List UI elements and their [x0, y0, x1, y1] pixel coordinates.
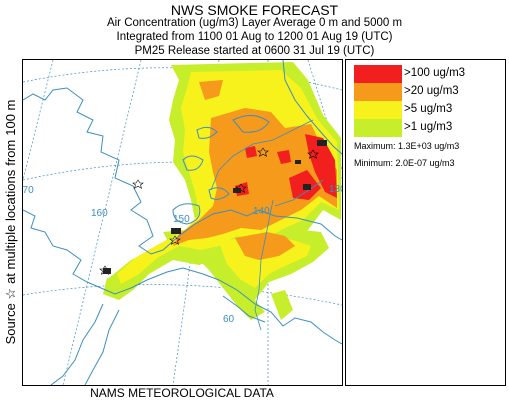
source-label: Source ☆ — [3, 287, 18, 345]
coastline — [23, 60, 342, 385]
legend-minimum: Minimum: 2.0E-07 ug/m3 — [354, 158, 455, 168]
legend-swatch-gt20 — [354, 83, 402, 101]
forecast-title: NWS SMOKE FORECAST — [170, 2, 339, 18]
lon-label-150: 150 — [173, 214, 190, 225]
plume-gt20 — [173, 80, 337, 260]
lon-label-130: 130 — [329, 184, 342, 195]
lon-label-140: 140 — [253, 206, 270, 217]
legend-label-gt100: >100 ug/m3 — [404, 67, 466, 79]
legend-maximum: Maximum: 1.3E+03 ug/m3 — [354, 141, 460, 151]
height-label: 100 m — [3, 99, 18, 136]
fire-clusters — [103, 140, 327, 274]
concentration-subtitle: Air Concentration (ug/m3) Layer Average … — [106, 17, 403, 29]
legend-swatch-gt100 — [354, 65, 402, 83]
legend-item-gt20: >20 ug/m3 — [354, 83, 499, 101]
lon-label-170: 170 — [23, 185, 34, 196]
rivers — [210, 119, 324, 331]
from-label: from — [3, 139, 18, 166]
legend-item-gt1: >1 ug/m3 — [354, 119, 499, 137]
lat-label-60: 60 — [223, 314, 235, 325]
release-info: PM25 Release started at 0600 31 Jul 19 (… — [134, 45, 375, 57]
legend-swatch-gt5 — [354, 101, 402, 119]
lon-label-160: 160 — [91, 208, 108, 219]
legend-item-gt100: >100 ug/m3 — [354, 65, 499, 83]
map-svg: 170 160 150 140 130 60 — [23, 60, 342, 385]
integration-period: Integrated from 1100 01 Aug to 1200 01 A… — [116, 31, 393, 43]
legend-swatch-gt1 — [354, 119, 402, 137]
legend-label-gt1: >1 ug/m3 — [404, 121, 453, 133]
concentration-legend: >100 ug/m3 >20 ug/m3 >5 ug/m3 >1 ug/m3 M… — [345, 59, 506, 386]
legend-label-gt5: >5 ug/m3 — [404, 103, 453, 115]
source-side-label: Source ☆ at multiple locations from 100 … — [1, 57, 21, 387]
smoke-map[interactable]: 170 160 150 140 130 60 — [22, 59, 343, 386]
legend-label-gt20: >20 ug/m3 — [404, 85, 459, 97]
meteorological-data-label: NAMS METEOROLOGICAL DATA — [90, 386, 274, 400]
locations-label: at multiple locations — [3, 169, 18, 284]
legend-item-gt5: >5 ug/m3 — [354, 101, 499, 119]
